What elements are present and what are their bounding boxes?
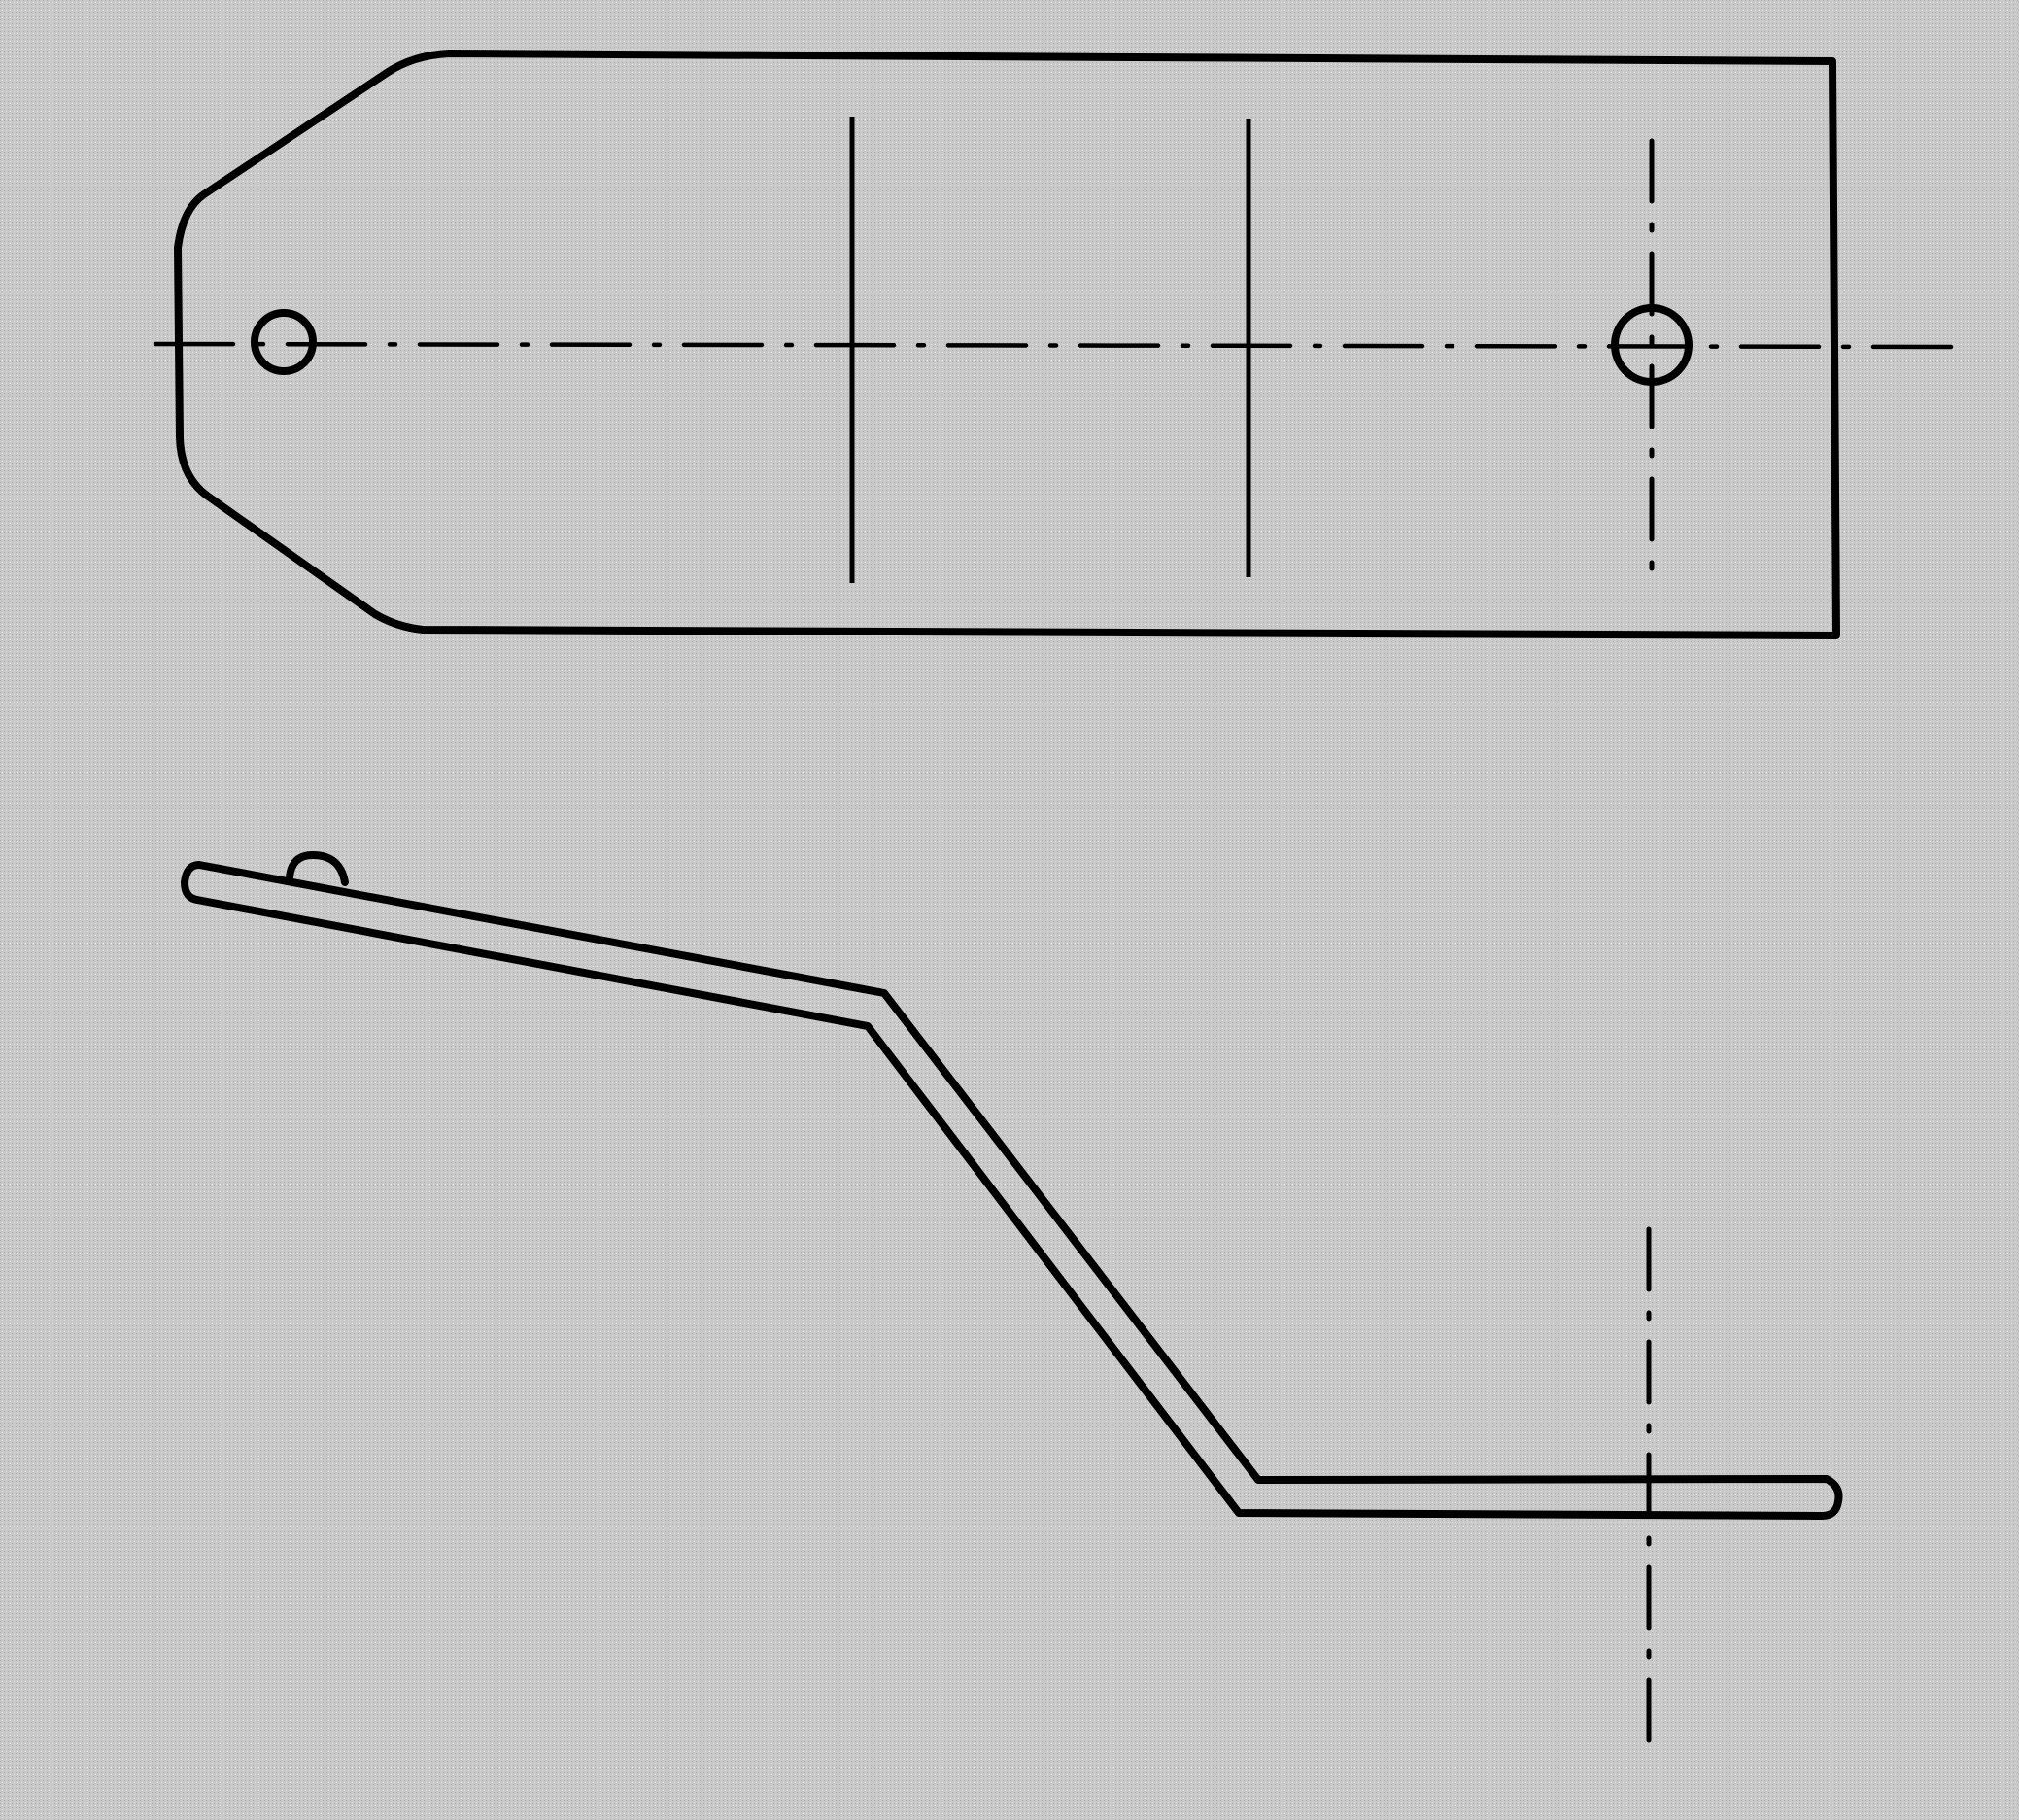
side-view: [181, 851, 1843, 1762]
bent-strip-profile: [181, 861, 1843, 1520]
small-tab: [286, 851, 349, 886]
plan-view: [153, 50, 1956, 639]
horizontal-centerline: [153, 341, 1956, 350]
large-hole: [1611, 304, 1693, 386]
small-hole: [251, 309, 317, 375]
flat-blank-outline: [174, 50, 1840, 639]
